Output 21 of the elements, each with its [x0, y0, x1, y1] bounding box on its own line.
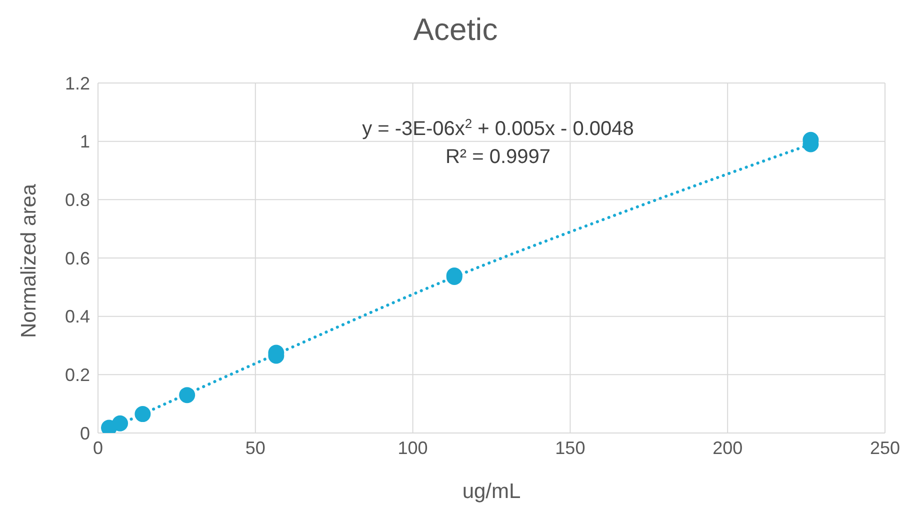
annotation: y = -3E-06x$^{2}$ + 0.005x - 0.0048 [362, 116, 634, 140]
y-tick-label: 1.2 [64, 73, 90, 94]
x-tick-label: 250 [870, 438, 900, 458]
y-tick-label: 0.8 [64, 190, 90, 210]
x-tick-label: 200 [712, 438, 743, 458]
chart-title: Acetic [412, 11, 499, 49]
point [179, 387, 196, 404]
y-tick-label: 0 [80, 423, 90, 444]
y-tick-label: 1 [80, 132, 90, 152]
point [112, 415, 128, 432]
y-tick-label: 0.2 [64, 365, 90, 386]
x-axis-title: ug/mL [462, 480, 521, 503]
point [134, 406, 151, 422]
x-tick-label: 50 [245, 438, 266, 458]
y-tick-label: 0.4 [64, 306, 90, 327]
x-tick-label: 0 [92, 438, 104, 458]
y-tick-label: 0.6 [64, 248, 90, 268]
x-tick-label: 150 [555, 438, 586, 458]
y-axis-title: Normalized area [17, 184, 40, 338]
x-tick-label: 100 [398, 438, 428, 458]
annotation: R² = 0.9997 [445, 146, 551, 168]
